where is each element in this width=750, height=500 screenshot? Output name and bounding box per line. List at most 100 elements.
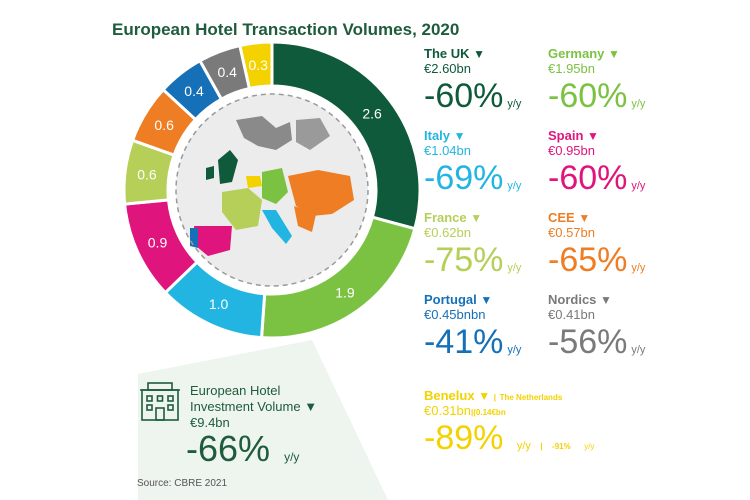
country-value: €0.41bn xyxy=(548,307,595,322)
triangle-down-icon: ▼ xyxy=(304,399,318,414)
country-value: €0.57bn xyxy=(548,225,595,240)
map-spain xyxy=(194,226,232,256)
country-change: -60% xyxy=(424,77,504,115)
triangle-down-icon: ▼ xyxy=(473,47,486,61)
benelux-value: €0.31bn xyxy=(424,403,471,418)
map-germany xyxy=(262,168,288,204)
country-value: €0.62bn xyxy=(424,225,471,240)
triangle-down-icon: ▼ xyxy=(607,47,620,61)
total-value: €9.4bn xyxy=(190,415,230,430)
country-change-suffix: y/y xyxy=(631,262,646,274)
country-value: €0.95bn xyxy=(548,143,595,158)
benelux-value-line: €0.31bn|(0.14€bn xyxy=(424,403,506,418)
donut-slice-label: 2.6 xyxy=(362,105,382,121)
netherlands-value: 0.14€bn xyxy=(475,408,506,417)
donut-slice-label: 0.6 xyxy=(137,166,157,182)
country-nordics: Nordics ▼ €0.41bn -56% y/y xyxy=(548,292,678,370)
country-name-line: The UK ▼ xyxy=(424,46,554,61)
map-ireland xyxy=(206,166,214,180)
country-name-line: Germany ▼ xyxy=(548,46,678,61)
country-name: Italy xyxy=(424,128,454,143)
country-change-suffix: y/y xyxy=(507,262,522,274)
donut-slice-label: 0.4 xyxy=(217,64,237,80)
country-change-line: -75% y/y xyxy=(424,240,554,288)
source-note: Source: CBRE 2021 xyxy=(137,478,228,489)
hotel-building-icon xyxy=(140,382,180,421)
country-change: -75% xyxy=(424,241,504,279)
country-change: -65% xyxy=(548,241,628,279)
country-change-suffix: y/y xyxy=(631,344,646,356)
benelux-name-line: Benelux ▼ | The Netherlands xyxy=(424,388,563,403)
total-change: -66% xyxy=(186,428,271,469)
country-change-suffix: y/y xyxy=(507,98,522,110)
map-france xyxy=(222,188,262,230)
chart-title: European Hotel Transaction Volumes, 2020 xyxy=(112,20,460,39)
total-label-line2: Investment Volume xyxy=(190,399,301,414)
country-change-line: -56% y/y xyxy=(548,322,678,370)
map-nordics-east xyxy=(296,118,330,150)
country-germany: Germany ▼ €1.95bn -60% y/y xyxy=(548,46,678,124)
netherlands-change: -91% xyxy=(552,442,571,451)
country-value: €1.04bn xyxy=(424,143,471,158)
country-change: -60% xyxy=(548,77,628,115)
triangle-down-icon: ▼ xyxy=(480,293,493,307)
country-change-suffix: y/y xyxy=(631,180,646,192)
country-change: -60% xyxy=(548,159,628,197)
total-change-line: -66% y/y xyxy=(186,429,299,477)
country-name: Portugal xyxy=(424,292,481,307)
donut-slice-label: 1.0 xyxy=(209,296,229,312)
country-name-line: France ▼ xyxy=(424,210,554,225)
country-cee: CEE ▼ €0.57bn -65% y/y xyxy=(548,210,678,288)
country-change-line: -60% y/y xyxy=(424,76,554,124)
triangle-down-icon: ▼ xyxy=(587,129,599,143)
netherlands-suffix: y/y xyxy=(584,442,595,451)
benelux-change-line: -89% y/y | -91% y/y xyxy=(424,419,595,457)
country-change-suffix: y/y xyxy=(507,180,522,192)
country-name-line: Portugal ▼ xyxy=(424,292,554,307)
country-value: €0.45bnbn xyxy=(424,307,486,322)
donut-slice-label: 0.4 xyxy=(184,83,204,99)
triangle-down-icon: ▼ xyxy=(453,129,466,143)
country-spain: Spain ▼ €0.95bn -60% y/y xyxy=(548,128,678,206)
country-change-suffix: y/y xyxy=(507,344,522,356)
country-name: CEE xyxy=(548,210,579,225)
total-label-line1: European Hotel xyxy=(190,383,281,398)
country-change: -69% xyxy=(424,159,504,197)
country-italy: Italy ▼ €1.04bn -69% y/y xyxy=(424,128,554,206)
netherlands-name: The Netherlands xyxy=(499,393,563,402)
triangle-down-icon: ▼ xyxy=(470,211,483,225)
country-france: France ▼ €0.62bn -75% y/y xyxy=(424,210,554,288)
donut-slice-label: 1.9 xyxy=(335,285,355,301)
country-name: Spain xyxy=(548,128,588,143)
donut-slice-label: 0.9 xyxy=(148,235,168,251)
donut-slice-benelux xyxy=(238,40,274,91)
total-label: European Hotel Investment Volume ▼ €9.4b… xyxy=(190,383,317,431)
country-name: France xyxy=(424,210,471,225)
map-italy xyxy=(262,210,292,244)
country-benelux: Benelux ▼ | The Netherlands €0.31bn|(0.1… xyxy=(424,388,664,467)
triangle-down-icon: ▼ xyxy=(478,389,491,403)
europe-map xyxy=(176,94,368,286)
country-change-line: -69% y/y xyxy=(424,158,554,206)
country-name: Nordics xyxy=(548,292,601,307)
country-value: €2.60bn xyxy=(424,61,471,76)
map-cee-south xyxy=(294,206,316,232)
donut-slice-label: 0.3 xyxy=(249,57,269,73)
country-the-uk: The UK ▼ €2.60bn -60% y/y xyxy=(424,46,554,124)
benelux-name: Benelux xyxy=(424,388,475,403)
country-name-line: Spain ▼ xyxy=(548,128,678,143)
benelux-suffix: y/y xyxy=(516,440,531,452)
map-uk xyxy=(218,150,238,184)
triangle-down-icon: ▼ xyxy=(600,293,612,307)
country-change: -41% xyxy=(424,323,504,361)
country-name-line: Nordics ▼ xyxy=(548,292,678,307)
map-portugal xyxy=(190,228,198,248)
donut-slice-label: 0.6 xyxy=(154,117,174,133)
map-nordics xyxy=(236,116,292,150)
triangle-down-icon: ▼ xyxy=(578,211,591,225)
country-change: -56% xyxy=(548,323,628,361)
country-name: The UK xyxy=(424,46,474,61)
country-change-line: -60% y/y xyxy=(548,76,678,124)
